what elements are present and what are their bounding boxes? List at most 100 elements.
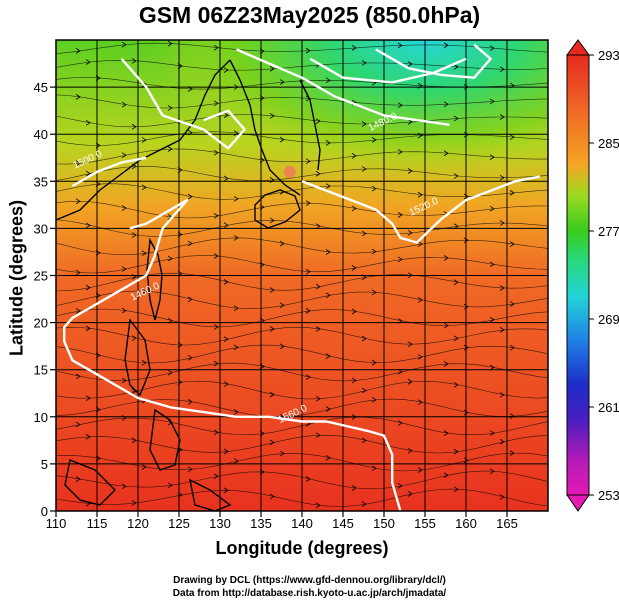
- streamline-arrow: [351, 45, 357, 51]
- y-tick-label: 25: [34, 269, 48, 284]
- streamline-arrow: [187, 398, 193, 405]
- streamline-arrow: [325, 140, 331, 146]
- streamline-arrow: [223, 222, 229, 229]
- streamline-arrow: [489, 364, 495, 371]
- streamline-arrow: [187, 193, 193, 200]
- streamline-arrow: [443, 472, 449, 479]
- streamline-arrow: [463, 303, 469, 310]
- streamline-arrow: [453, 279, 459, 286]
- streamline-arrow: [85, 500, 91, 507]
- streamline-arrow: [417, 297, 423, 303]
- streamline: [56, 272, 548, 292]
- streamline-arrow: [489, 261, 495, 268]
- streamline-arrow: [305, 374, 311, 381]
- streamline-arrow: [351, 265, 357, 271]
- streamline-arrow: [509, 241, 515, 247]
- streamline-arrow: [85, 59, 91, 65]
- streamline: [56, 94, 548, 109]
- streamline-arrow: [361, 230, 367, 237]
- y-tick-label: 45: [34, 80, 48, 95]
- streamline-arrow: [325, 292, 331, 299]
- streamline-arrow: [397, 256, 403, 263]
- streamline-arrow: [407, 168, 413, 174]
- streamline-arrow: [141, 464, 147, 470]
- streamline-arrow: [121, 152, 127, 159]
- streamline-arrow: [509, 301, 515, 307]
- coastline: [299, 79, 321, 171]
- streamline-arrow: [509, 190, 515, 196]
- streamline-arrow: [499, 220, 505, 226]
- streamline-arrow: [131, 437, 137, 444]
- streamline-arrow: [371, 289, 377, 296]
- streamline-arrow: [361, 335, 367, 342]
- streamline-arrow: [325, 353, 331, 359]
- streamline-arrow: [315, 170, 321, 177]
- warm-spot: [283, 165, 296, 178]
- streamline-arrow: [213, 253, 219, 259]
- streamline-arrow: [213, 149, 219, 156]
- streamline-arrow: [371, 359, 377, 366]
- streamline-arrow: [167, 105, 173, 111]
- streamline-arrow: [233, 458, 239, 464]
- streamline-arrow: [187, 354, 193, 361]
- x-axis-title: Longitude (degrees): [215, 538, 389, 558]
- credit-drawing: Drawing by DCL (https://www.gfd-dennou.o…: [173, 575, 446, 586]
- streamline-arrow: [269, 113, 275, 119]
- streamline-arrow: [167, 40, 173, 47]
- streamline-arrow: [489, 45, 495, 52]
- streamline: [56, 308, 548, 328]
- streamline: [56, 200, 548, 219]
- y-tick-label: 30: [34, 221, 48, 236]
- streamline-arrow: [223, 487, 229, 494]
- streamline-arrow: [361, 60, 367, 66]
- streamline: [56, 434, 548, 454]
- streamline-arrow: [85, 395, 91, 401]
- streamline-arrow: [167, 255, 173, 262]
- x-tick-label: 130: [209, 516, 231, 531]
- streamline-arrow: [453, 173, 459, 179]
- streamline-arrow: [371, 248, 377, 255]
- streamline-arrow: [417, 354, 423, 360]
- y-axis: 0 5 10 15 20 25 30 35 40 45: [34, 80, 56, 519]
- streamline-arrow: [75, 373, 81, 380]
- lat-lon-grid: [56, 40, 548, 511]
- streamline-arrow: [305, 308, 311, 314]
- streamline-arrow: [463, 409, 469, 416]
- streamline-arrow: [279, 343, 285, 350]
- x-tick-label: 120: [127, 516, 149, 531]
- colorbar-tick-label: 261: [598, 400, 619, 415]
- streamline-arrow: [131, 500, 137, 506]
- streamline-arrow: [121, 307, 127, 314]
- streamline-arrow: [443, 361, 449, 367]
- streamline-arrow: [305, 95, 311, 102]
- colorbar-bottom-arrow: [566, 494, 590, 512]
- streamline-arrow: [463, 344, 469, 351]
- streamline-arrow: [315, 502, 321, 509]
- streamline-arrow: [75, 94, 81, 100]
- streamline-arrow: [489, 154, 495, 161]
- streamline-arrow: [489, 205, 495, 212]
- x-tick-label: 150: [373, 516, 395, 531]
- streamline-arrow: [233, 130, 239, 137]
- coastline: [189, 478, 232, 511]
- streamline-arrow: [315, 223, 321, 229]
- streamline: [56, 59, 548, 71]
- streamline-arrow: [407, 229, 413, 236]
- streamline-arrow: [325, 249, 331, 255]
- streamline-arrow: [443, 101, 449, 108]
- streamline-arrow: [131, 123, 137, 130]
- streamline-arrow: [233, 344, 239, 351]
- chart-title: GSM 06Z23May2025 (850.0hPa): [138, 2, 481, 28]
- streamline-arrow: [417, 191, 423, 198]
- streamline-arrow: [75, 198, 81, 205]
- streamline-arrow: [489, 316, 495, 323]
- streamline: [56, 114, 548, 128]
- streamline-arrow: [397, 148, 403, 155]
- streamline-arrow: [121, 266, 127, 272]
- streamline-arrow: [499, 66, 505, 73]
- streamline: [56, 344, 548, 364]
- streamline-arrow: [463, 457, 469, 464]
- streamline-arrow: [443, 322, 449, 329]
